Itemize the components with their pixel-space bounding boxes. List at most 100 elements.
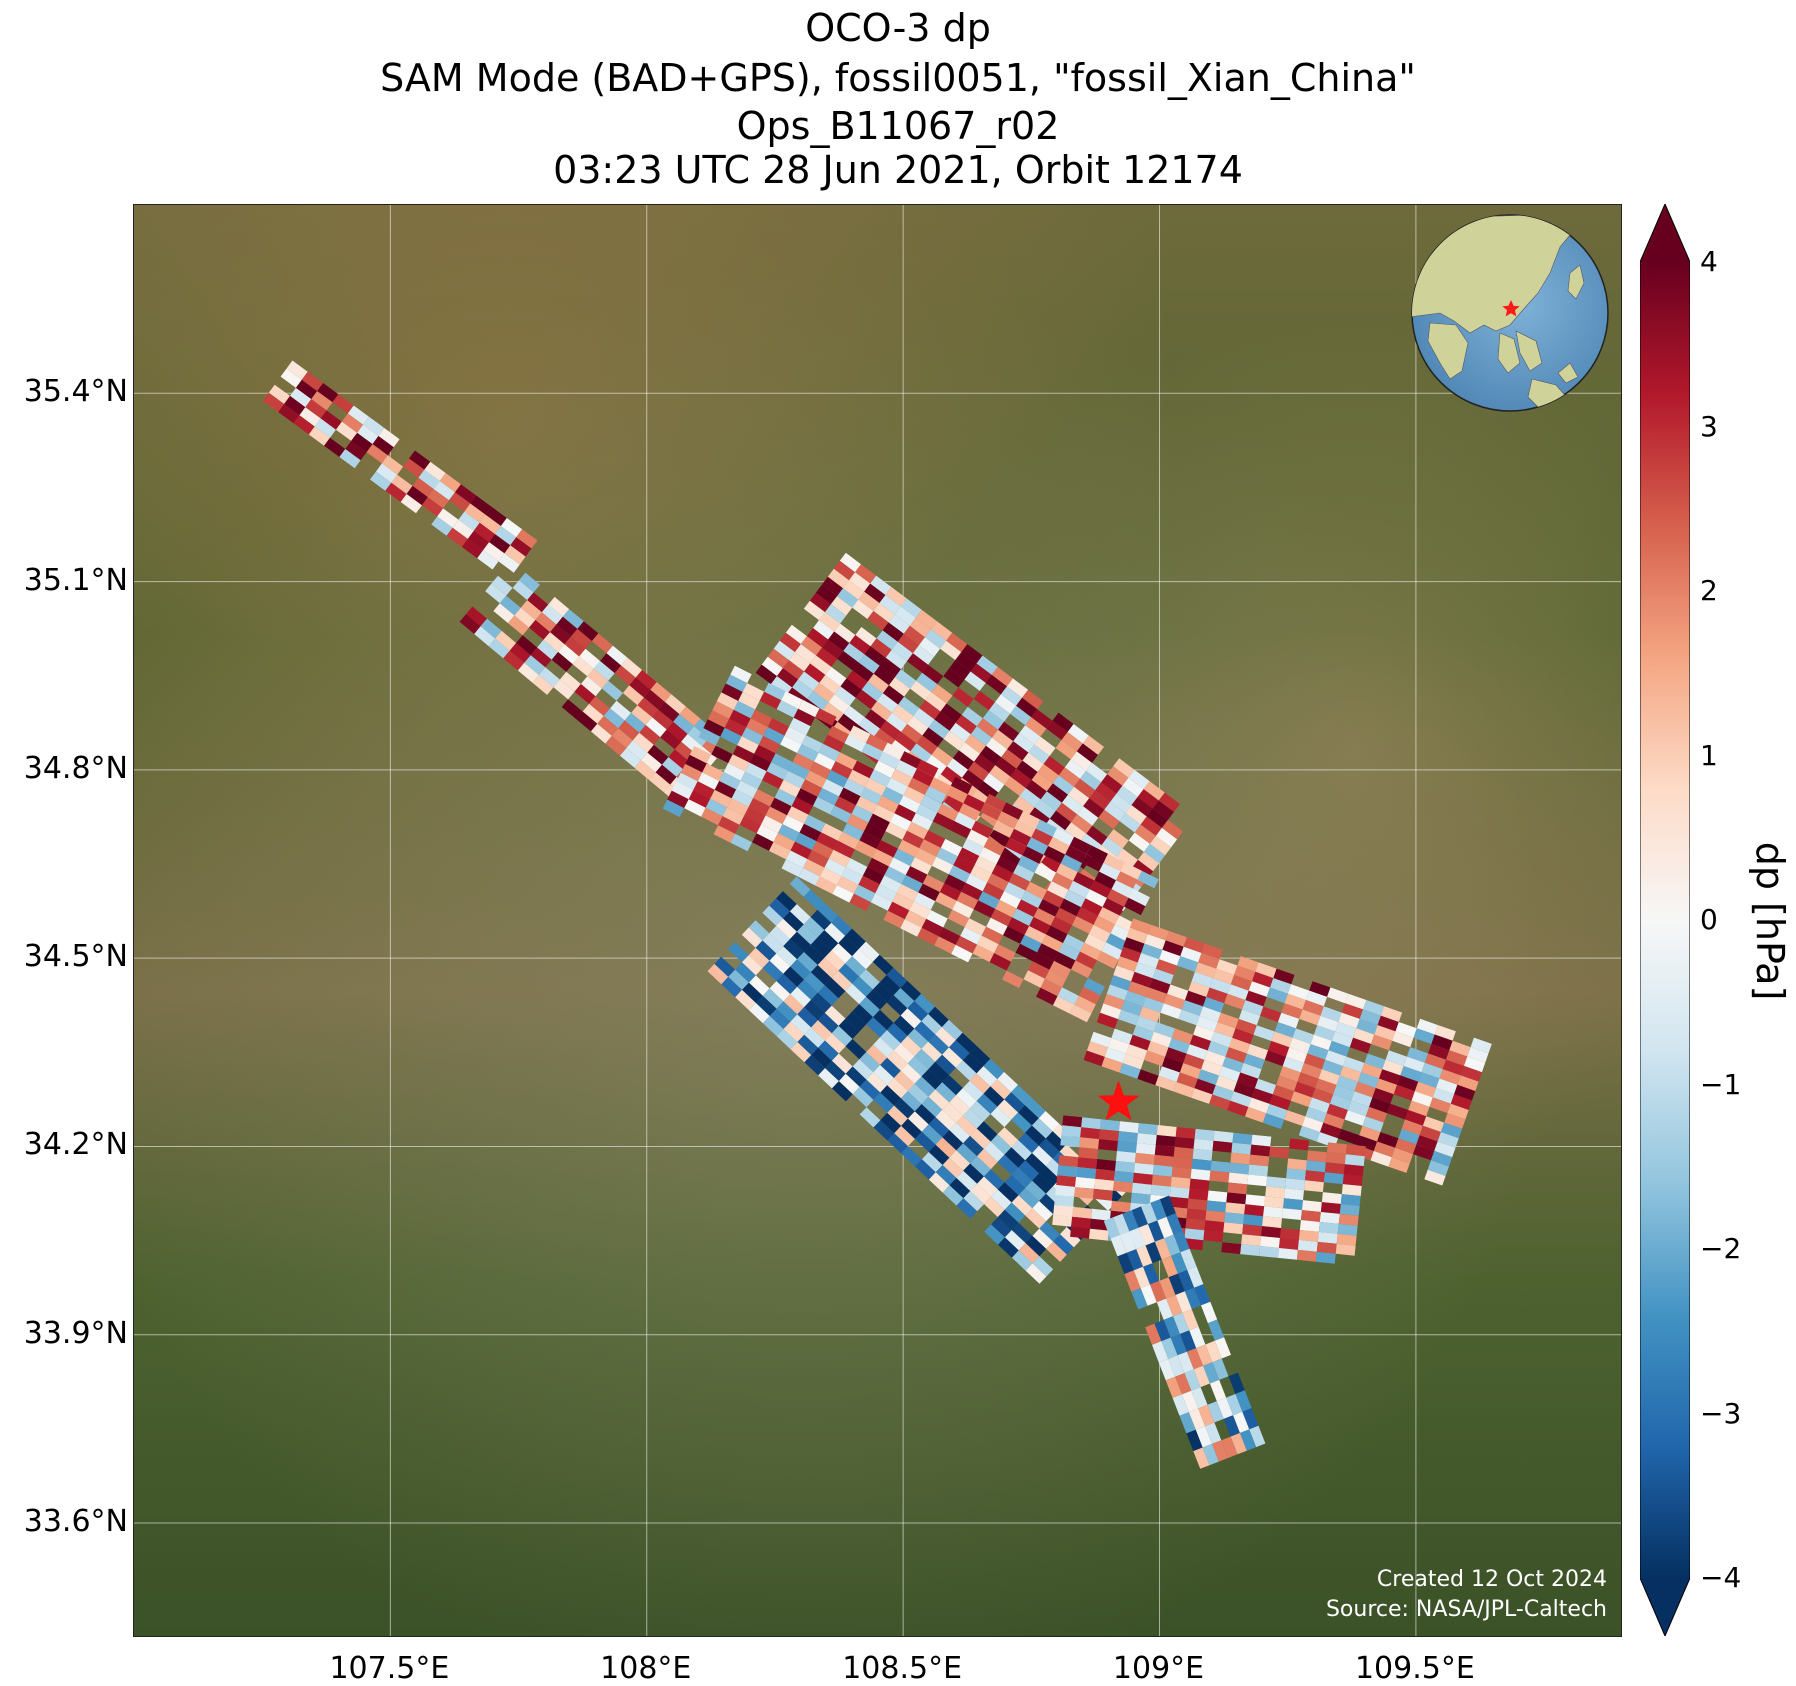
- sounding-footprint: [1227, 1100, 1249, 1117]
- sounding-footprint: [769, 1008, 791, 1029]
- sounding-footprint: [1353, 1028, 1375, 1044]
- sounding-footprint: [852, 599, 874, 619]
- sounding-footprint: [1281, 1003, 1303, 1019]
- sounding-footprint: [1284, 993, 1306, 1010]
- sounding-footprint: [790, 959, 811, 980]
- sounding-footprint: [845, 983, 866, 1005]
- sounding-footprint: [1183, 1053, 1205, 1070]
- sounding-footprint: [803, 889, 825, 910]
- sounding-footprint: [952, 750, 974, 770]
- sounding-footprint: [823, 734, 845, 753]
- sounding-footprint: [572, 656, 594, 677]
- sounding-footprint: [590, 723, 612, 744]
- sounding-footprint: [1356, 1018, 1378, 1035]
- sounding-footprint: [855, 689, 877, 710]
- sounding-footprint: [880, 720, 902, 740]
- sounding-footprint: [1126, 1044, 1148, 1060]
- sounding-footprint: [1254, 1078, 1277, 1095]
- sounding-footprint: [1090, 1031, 1112, 1048]
- sounding-footprint: [1046, 925, 1068, 944]
- sounding-footprint: [707, 963, 729, 985]
- sounding-footprint: [790, 1014, 812, 1035]
- sounding-footprint: [543, 632, 565, 652]
- sounding-footprint: [948, 1040, 970, 1061]
- sounding-footprint: [621, 657, 643, 678]
- sounding-footprint: [934, 936, 956, 954]
- sounding-footprint: [748, 947, 770, 969]
- sounding-footprint: [879, 875, 902, 893]
- sounding-footprint: [864, 583, 886, 603]
- sounding-footprint: [485, 506, 507, 526]
- sounding-footprint: [791, 797, 813, 815]
- sounding-footprint: [1046, 783, 1068, 803]
- sounding-footprint: [1053, 1234, 1074, 1255]
- sounding-footprint: [922, 664, 944, 685]
- sounding-footprint: [865, 778, 887, 796]
- sounding-footprint: [1449, 1040, 1471, 1057]
- sounding-footprint: [740, 771, 763, 790]
- sounding-footprint: [1434, 1141, 1456, 1158]
- credit-created: Created 12 Oct 2024: [1376, 1567, 1607, 1592]
- sounding-footprint: [1203, 1362, 1220, 1384]
- sounding-footprint: [955, 652, 977, 672]
- sounding-footprint: [1149, 835, 1172, 856]
- sounding-footprint: [979, 847, 1001, 865]
- sounding-footprint: [919, 700, 941, 720]
- sounding-footprint: [903, 786, 925, 804]
- sounding-footprint: [1169, 1186, 1190, 1199]
- sounding-footprint: [403, 458, 425, 478]
- sounding-footprint: [920, 795, 942, 813]
- sounding-footprint: [962, 838, 984, 856]
- sounding-footprint: [458, 511, 480, 531]
- sounding-footprint: [1273, 968, 1295, 985]
- sounding-footprint: [886, 1022, 908, 1044]
- sounding-footprint: [1193, 1365, 1210, 1388]
- sounding-footprint: [836, 876, 859, 894]
- sounding-footprint: [1240, 1244, 1261, 1256]
- sounding-footprint: [1227, 1182, 1248, 1195]
- sounding-footprint: [887, 1133, 908, 1154]
- sounding-footprint: [1400, 1066, 1422, 1082]
- sounding-footprint: [629, 677, 651, 698]
- sounding-footprint: [1317, 1015, 1339, 1032]
- sounding-footprint: [1226, 1394, 1243, 1416]
- sounding-footprint: [341, 413, 364, 433]
- sounding-footprint: [885, 649, 907, 670]
- sounding-footprint: [899, 751, 922, 769]
- sounding-footprint: [1335, 1243, 1356, 1256]
- sounding-footprint: [527, 592, 549, 613]
- sounding-footprint: [381, 455, 404, 475]
- sounding-footprint: [894, 1070, 915, 1092]
- sounding-footprint: [1446, 1050, 1468, 1066]
- sounding-footprint: [1143, 843, 1166, 864]
- sounding-footprint: [1234, 965, 1256, 982]
- title-line-4: 03:23 UTC 28 Jun 2021, Orbit 12174: [553, 148, 1243, 192]
- sounding-footprint: [1060, 1227, 1081, 1248]
- sounding-footprint: [994, 694, 1017, 714]
- sounding-footprint: [1262, 1113, 1285, 1129]
- sounding-footprint: [788, 762, 810, 780]
- sounding-footprint: [893, 848, 915, 867]
- sounding-footprint: [1161, 1255, 1178, 1278]
- sounding-footprint: [1230, 1091, 1252, 1107]
- sounding-footprint: [1357, 1072, 1379, 1088]
- sounding-footprint: [1362, 1116, 1384, 1133]
- sounding-footprint: [921, 918, 944, 937]
- sounding-footprint: [299, 407, 321, 427]
- sounding-footprint: [984, 793, 1007, 812]
- sounding-footprint: [684, 799, 706, 817]
- sounding-footprint: [1305, 1107, 1327, 1123]
- sounding-footprint: [643, 689, 665, 710]
- sounding-footprint: [914, 1076, 936, 1097]
- sounding-footprint: [940, 838, 963, 857]
- sounding-footprint: [332, 394, 354, 414]
- sounding-footprint: [776, 1001, 798, 1022]
- sounding-footprint: [1374, 1025, 1396, 1041]
- sounding-footprint: [1136, 1015, 1158, 1032]
- sounding-footprint: [990, 1189, 1012, 1210]
- sounding-footprint: [1179, 1063, 1202, 1079]
- sounding-footprint: [689, 746, 712, 764]
- sounding-footprint: [1055, 802, 1078, 823]
- sounding-footprint: [1299, 1009, 1321, 1026]
- sounding-footprint: [1263, 1206, 1284, 1219]
